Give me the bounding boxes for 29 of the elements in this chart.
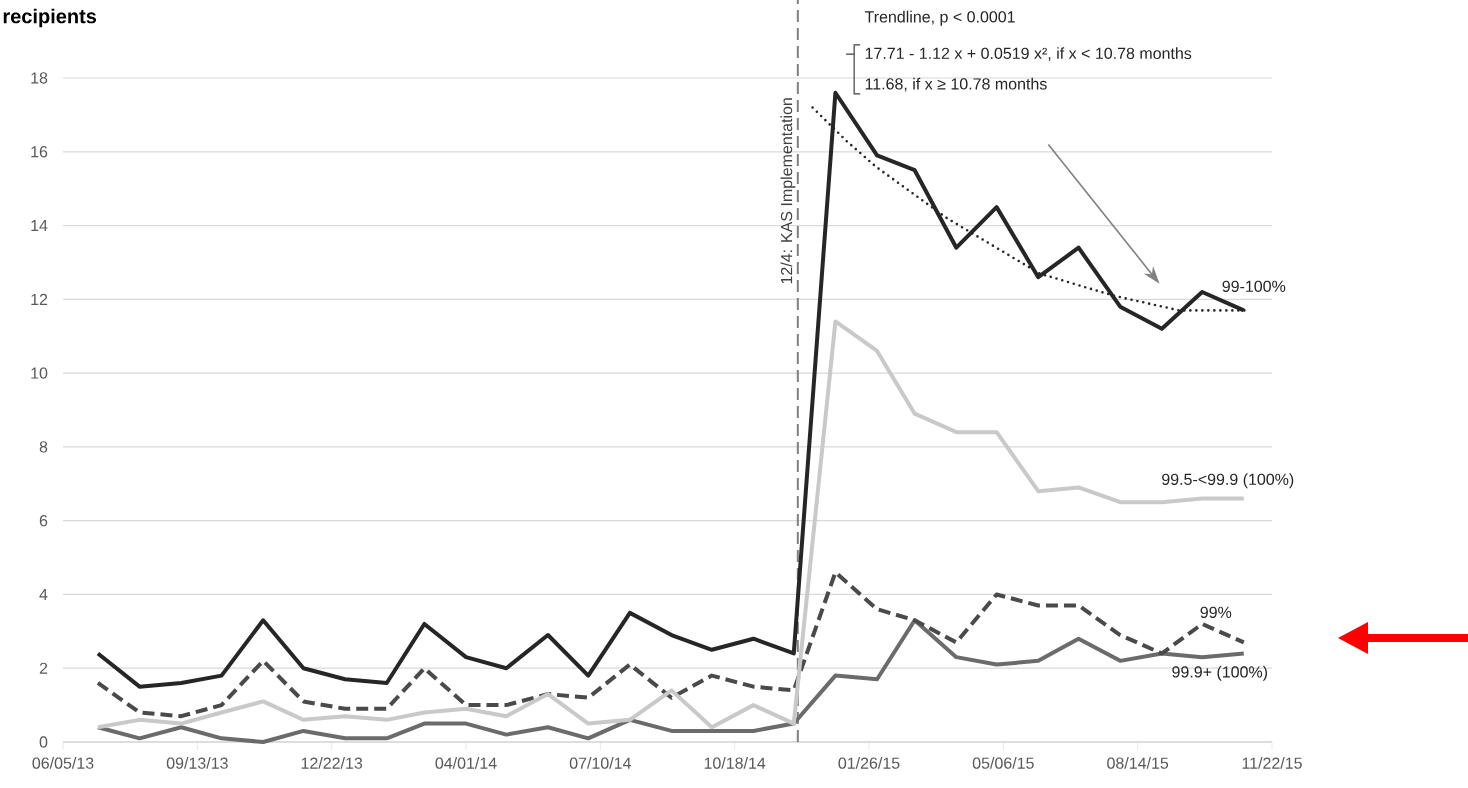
x-tick-label: 01/26/15 bbox=[838, 757, 900, 769]
y-tick-label: 14 bbox=[31, 220, 48, 232]
x-tick-label: 09/13/13 bbox=[166, 757, 228, 769]
ref-line-label: 12/4: KAS Implementation bbox=[780, 98, 796, 284]
y-tick-label: 10 bbox=[31, 367, 48, 379]
series-label: 99-100% bbox=[1222, 280, 1286, 292]
y-tick-label: 6 bbox=[39, 515, 48, 527]
x-tick-label: 06/05/13 bbox=[32, 757, 94, 769]
y-tick-label: 8 bbox=[39, 441, 48, 453]
x-tick-label: 05/06/15 bbox=[972, 757, 1034, 769]
y-tick-label: 12 bbox=[31, 293, 48, 305]
text: 17.71 - 1.12 x + 0.0519 x², if x < 10.78 months bbox=[865, 47, 1192, 61]
series-label: 99.5-<99.9 (100%) bbox=[1162, 473, 1294, 489]
y-tick-label: 2 bbox=[39, 662, 48, 674]
x-tick-label: 04/01/14 bbox=[435, 757, 497, 769]
y-tick-label: 18 bbox=[31, 72, 48, 84]
y-tick-label: 16 bbox=[31, 146, 48, 158]
text: Trendline, p < 0.0001 bbox=[864, 10, 1015, 26]
y-tick-label: 0 bbox=[39, 736, 48, 748]
x-tick-label: 08/14/15 bbox=[1107, 757, 1169, 769]
series-label: 99.9+ (100%) bbox=[1172, 665, 1268, 681]
y-axis-title: recipients bbox=[3, 8, 97, 28]
series-label: 99% bbox=[1200, 606, 1232, 618]
annotation: 11.68, if x ≥ 10.78 months bbox=[865, 77, 1047, 92]
x-tick-label: 12/22/13 bbox=[301, 757, 363, 769]
x-tick-label: 10/18/14 bbox=[704, 757, 766, 769]
x-tick-label: 11/22/15 bbox=[1242, 757, 1302, 769]
y-tick-label: 4 bbox=[39, 588, 48, 600]
x-tick-label: 07/10/14 bbox=[569, 757, 632, 769]
